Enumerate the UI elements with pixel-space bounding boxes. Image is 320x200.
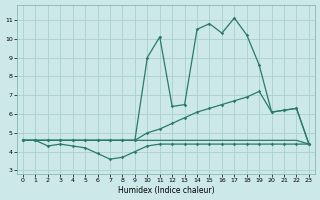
X-axis label: Humidex (Indice chaleur): Humidex (Indice chaleur)	[118, 186, 214, 195]
